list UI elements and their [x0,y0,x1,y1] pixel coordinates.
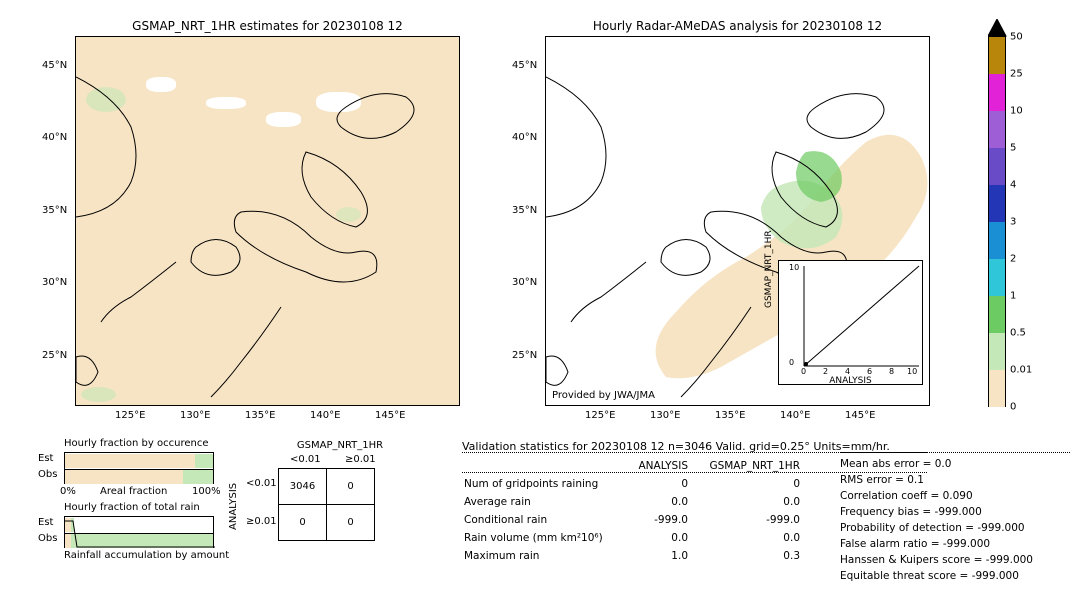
colorbar: 00.010.512345102550 [988,36,1048,406]
left-map-title: GSMAP_NRT_1HR estimates for 20230108 12 [76,19,459,33]
occ-title: Hourly fraction by occurence [64,438,208,449]
contingency-table: 30460 00 [278,468,375,541]
validation-metrics: Mean abs error = 0.0 RMS error = 0.1 Cor… [840,456,1033,584]
total-bars [64,516,214,548]
coastline [76,37,461,407]
inset-scatter: GSMAP_NRT_1HR ANALYSIS 0 2 4 6 8 10 0 10 [778,260,923,385]
total-title: Hourly fraction of total rain [64,502,200,513]
right-map-title: Hourly Radar-AMeDAS analysis for 2023010… [546,19,929,33]
occ-bars [64,452,214,484]
inset-ylabel: GSMAP_NRT_1HR [764,230,774,308]
contingency-ylabel: ANALYSIS [228,483,239,530]
left-map-panel: GSMAP_NRT_1HR estimates for 20230108 12 [75,36,460,406]
inset-xlabel: ANALYSIS [779,376,922,386]
provider-label: Provided by JWA/JMA [552,390,655,401]
contingency-title: GSMAP_NRT_1HR [285,440,395,451]
validation-left-table: ANALYSIS GSMAP_NRT_1HR Num of gridpoints… [462,456,810,566]
acc-title: Rainfall accumulation by amount [64,550,229,561]
right-map-panel: Hourly Radar-AMeDAS analysis for 2023010… [545,36,930,406]
